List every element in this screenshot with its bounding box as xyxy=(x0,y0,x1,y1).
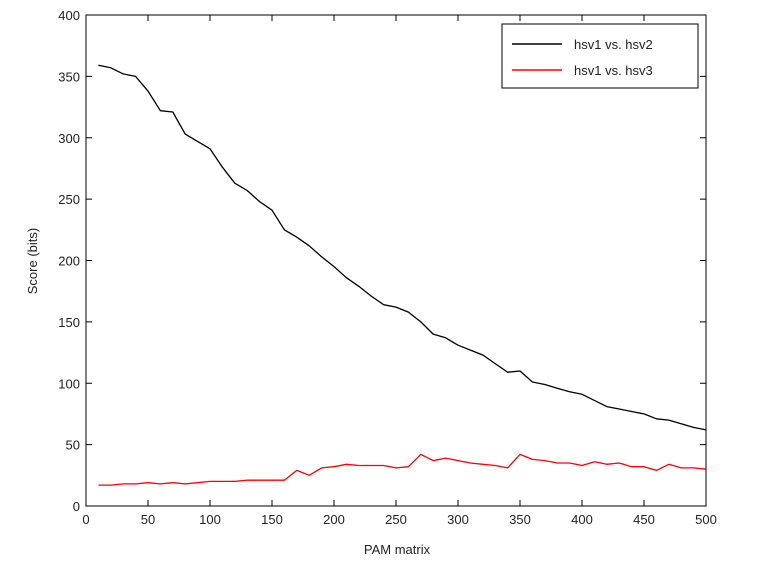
y-tick-label: 200 xyxy=(58,254,80,269)
legend-box xyxy=(501,23,699,89)
x-tick-label: 500 xyxy=(695,512,717,527)
x-tick-label: 50 xyxy=(141,512,155,527)
series-line-1 xyxy=(98,64,707,431)
legend: hsv1 vs. hsv2 hsv1 vs. hsv3 xyxy=(501,23,699,89)
y-tick-label: 350 xyxy=(58,69,80,84)
x-tick-label: 400 xyxy=(571,512,593,527)
x-tick-label: 300 xyxy=(447,512,469,527)
y-tick-label: 400 xyxy=(58,8,80,23)
x-tick-label: 100 xyxy=(199,512,221,527)
plot-frame xyxy=(85,14,707,507)
x-tick-label: 350 xyxy=(509,512,531,527)
y-tick-label: 50 xyxy=(66,438,80,453)
y-tick-label: 300 xyxy=(58,131,80,146)
plot-area: 0 50 100 150 200 250 300 350 400 450 500 0 50 100 150 2… xyxy=(58,8,717,527)
y-tick-label: 100 xyxy=(58,376,80,391)
legend-entry-2: hsv1 vs. hsv3 xyxy=(574,63,653,78)
y-axis-label: Score (bits) xyxy=(25,228,40,294)
legend-entry-1: hsv1 vs. hsv2 xyxy=(574,37,653,52)
y-tick-label: 250 xyxy=(58,192,80,207)
x-tick-label: 150 xyxy=(261,512,283,527)
series-line-2 xyxy=(98,453,707,486)
y-tick-label: 0 xyxy=(73,499,80,514)
x-tick-label: 250 xyxy=(385,512,407,527)
x-tick-label: 450 xyxy=(633,512,655,527)
x-tick-label: 0 xyxy=(82,512,89,527)
x-tick-label: 200 xyxy=(323,512,345,527)
y-tick-label: 150 xyxy=(58,315,80,330)
x-axis-label: PAM matrix xyxy=(364,542,431,557)
